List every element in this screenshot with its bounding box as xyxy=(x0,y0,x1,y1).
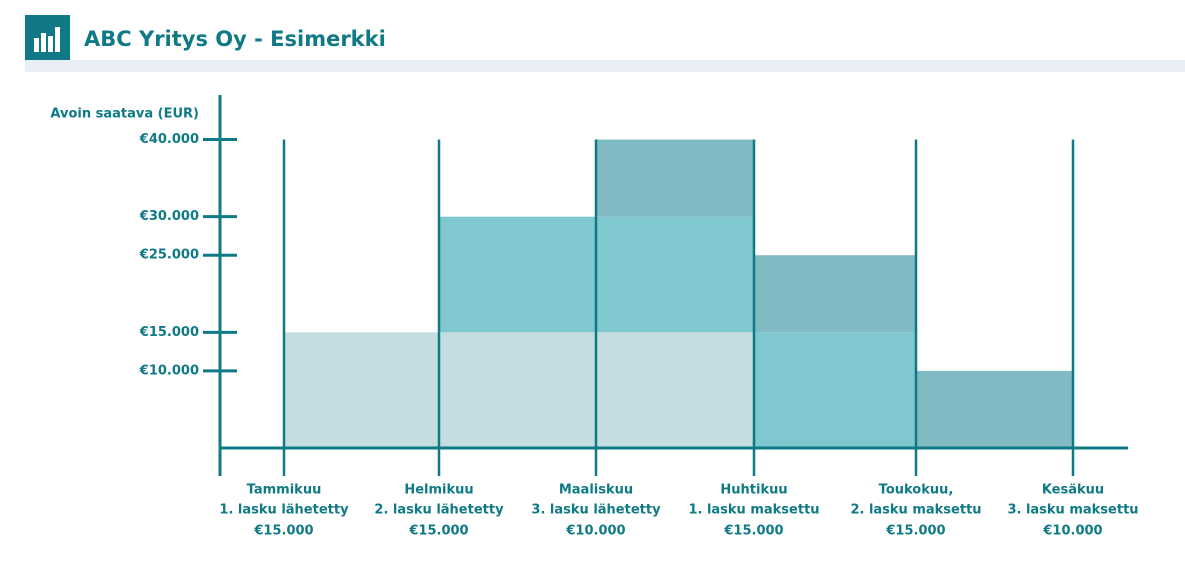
segment xyxy=(596,139,754,217)
segment xyxy=(439,332,596,448)
x-tick-label: Huhtikuu xyxy=(720,483,787,498)
y-tick-label: €25.000 xyxy=(139,248,199,263)
event-label: 1. lasku lähetetty xyxy=(219,503,349,518)
amount-label: €10.000 xyxy=(1042,524,1102,539)
x-tick-label: Kesäkuu xyxy=(1042,483,1104,498)
segment xyxy=(439,216,596,333)
amount-label: €15.000 xyxy=(408,524,468,539)
y-axis-label: Avoin saatava (EUR) xyxy=(50,107,199,122)
event-label: 2. lasku maksettu xyxy=(850,503,981,518)
event-label: 3. lasku maksettu xyxy=(1007,503,1138,518)
amount-label: €10.000 xyxy=(565,524,625,539)
y-tick-label: €30.000 xyxy=(139,209,199,224)
amount-label: €15.000 xyxy=(885,524,945,539)
amount-label: €15.000 xyxy=(253,524,313,539)
header-band xyxy=(25,60,1185,72)
segment xyxy=(596,216,754,333)
x-tick-label: Helmikuu xyxy=(404,483,473,498)
segment xyxy=(284,332,439,448)
y-tick-label: €40.000 xyxy=(139,132,199,147)
segment xyxy=(754,255,916,333)
segment xyxy=(916,370,1073,448)
y-tick-label: €15.000 xyxy=(139,325,199,340)
x-tick-label: Tammikuu xyxy=(247,483,322,498)
amount-label: €15.000 xyxy=(723,524,783,539)
x-tick-label: Maaliskuu xyxy=(559,483,633,498)
event-label: 2. lasku lähetetty xyxy=(374,503,504,518)
segment xyxy=(754,332,916,448)
header-icon xyxy=(25,15,70,60)
chart-title: ABC Yritys Oy - Esimerkki xyxy=(84,27,386,51)
event-label: 3. lasku lähetetty xyxy=(531,503,661,518)
x-tick-label: Toukokuu, xyxy=(879,483,954,498)
event-label: 1. lasku maksettu xyxy=(688,503,819,518)
segment xyxy=(596,332,754,448)
y-tick-label: €10.000 xyxy=(139,363,199,378)
